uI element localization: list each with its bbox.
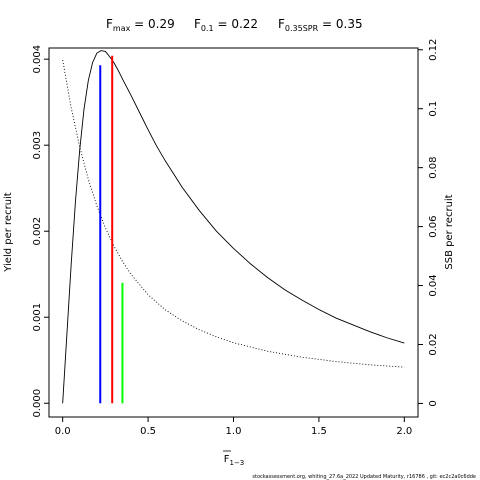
- y-right-tick-label: 0.04: [428, 274, 439, 296]
- chart-title: Fmax = 0.29 F0.1 = 0.22 F0.35SPR = 0.35: [106, 17, 363, 33]
- series-layer: [62, 50, 405, 404]
- x-tick-label: 0.0: [55, 426, 71, 437]
- y-left-tick-label: 0.001: [32, 303, 43, 332]
- footer-note: stockassessment.org, whiting_27.6a_2022 …: [252, 474, 476, 480]
- y-axis-right-label: SSB per recruit: [444, 194, 455, 269]
- y-left-tick-label: 0.000: [32, 389, 43, 418]
- y-right-tick-label: 0.12: [428, 39, 439, 61]
- y-right-tick-label: 0.1: [428, 101, 439, 117]
- x-axis-label: F1−3: [224, 454, 245, 467]
- title-f01: F0.1 = 0.22: [194, 17, 258, 33]
- y-left-tick-label: 0.002: [32, 217, 43, 246]
- y-right-tick-label: 0.06: [428, 215, 439, 237]
- x-tick-label: 1.5: [311, 426, 327, 437]
- reference-lines: [99, 55, 124, 404]
- y-left-tick-label: 0.004: [32, 45, 43, 74]
- y-right-tick-label: 0: [428, 400, 439, 406]
- y-right-tick-label: 0.02: [428, 333, 439, 355]
- y-right-tick-label: 0.08: [428, 157, 439, 179]
- title-f35: F0.35SPR = 0.35: [278, 17, 363, 33]
- ssb-per-recruit-line: [62, 60, 405, 368]
- title-fmax: Fmax = 0.29: [106, 17, 175, 33]
- x-tick-label: 2.0: [396, 426, 412, 437]
- y-axis-left: 0.000 0.001 0.002 0.003 0.004: [32, 45, 49, 418]
- x-tick-label: 0.5: [140, 426, 156, 437]
- y-axis-right: 0 0.02 0.04 0.06 0.08 0.1 0.12: [418, 39, 439, 407]
- y-axis-left-label: Yield per recruit: [3, 192, 14, 273]
- yield-per-recruit-line: [62, 50, 405, 404]
- x-axis: 0.0 0.5 1.0 1.5 2.0: [55, 417, 412, 437]
- y-left-tick-label: 0.003: [32, 131, 43, 160]
- x-tick-label: 1.0: [226, 426, 242, 437]
